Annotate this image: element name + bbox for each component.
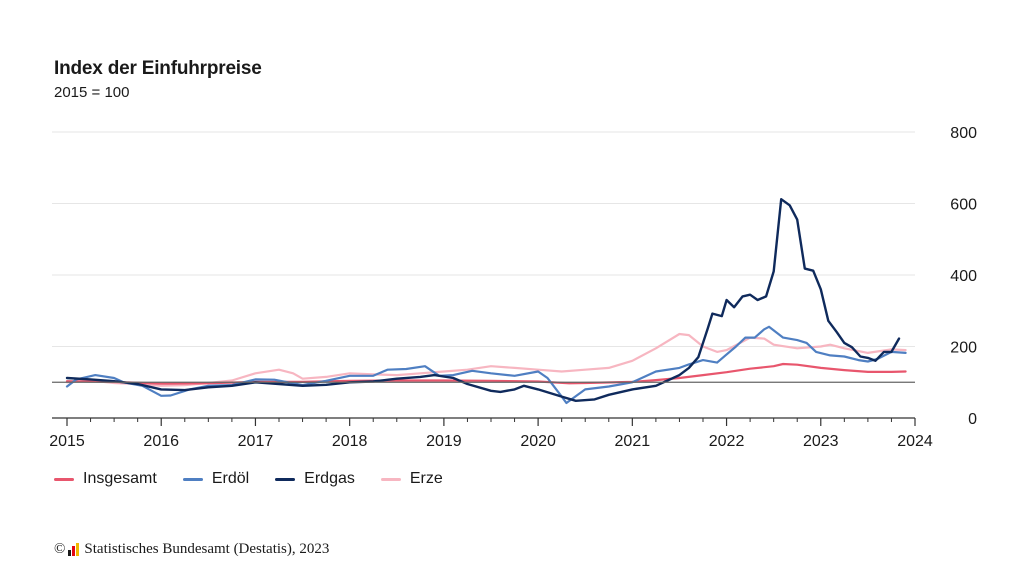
legend-label: Erdöl [211, 470, 250, 487]
legend: Insgesamt Erdöl Erdgas Erze [54, 470, 469, 488]
x-tick-label: 2015 [49, 433, 85, 450]
legend-item-erze[interactable]: Erze [380, 470, 443, 488]
legend-label: Insgesamt [83, 470, 157, 487]
legend-label: Erdgas [304, 470, 355, 487]
x-tick-label: 2023 [803, 433, 839, 450]
source-text: Statistisches Bundesamt (Destatis), 2023 [84, 541, 330, 557]
copyright-symbol: © [54, 541, 66, 557]
x-tick-label: 2022 [709, 433, 745, 450]
legend-label: Erze [409, 470, 443, 487]
x-tick-label: 2019 [426, 433, 462, 450]
x-tick-label: 2016 [143, 433, 179, 450]
y-tick-label: 400 [950, 268, 977, 285]
series-line-erdgas [65, 198, 901, 402]
series-line-erze [65, 332, 907, 387]
legend-swatch-erze [380, 477, 401, 481]
y-tick-label: 200 [950, 340, 977, 357]
legend-swatch-erdgas [275, 477, 296, 481]
y-tick-label: 800 [950, 125, 977, 142]
x-tick-label: 2021 [615, 433, 651, 450]
y-tick-label: 0 [968, 411, 977, 428]
legend-item-insgesamt[interactable]: Insgesamt [54, 470, 157, 488]
legend-swatch-insgesamt [54, 477, 74, 481]
grid-layer [52, 131, 915, 347]
series-layer [52, 198, 915, 405]
x-tick-label: 2024 [897, 433, 933, 450]
legend-swatch-erdoel [182, 477, 203, 481]
x-tick-label: 2020 [520, 433, 556, 450]
axis-layer: 0 200 400 600 800 2015 2016 2017 2018 2019 2020 202… [49, 125, 977, 450]
legend-item-erdoel[interactable]: Erdöl [182, 470, 250, 488]
chart-subtitle: 2015 = 100 [54, 84, 130, 101]
source-footer: © Statistisches Bundesamt (Destatis), 20… [54, 541, 329, 558]
y-tick-label: 600 [950, 197, 977, 214]
chart-title: Index der Einfuhrpreise [54, 58, 262, 79]
x-tick-label: 2018 [332, 433, 368, 450]
legend-item-erdgas[interactable]: Erdgas [275, 470, 355, 488]
destatis-logo-icon [68, 543, 80, 556]
x-tick-label: 2017 [238, 433, 274, 450]
series-line-erdoel [65, 325, 907, 405]
